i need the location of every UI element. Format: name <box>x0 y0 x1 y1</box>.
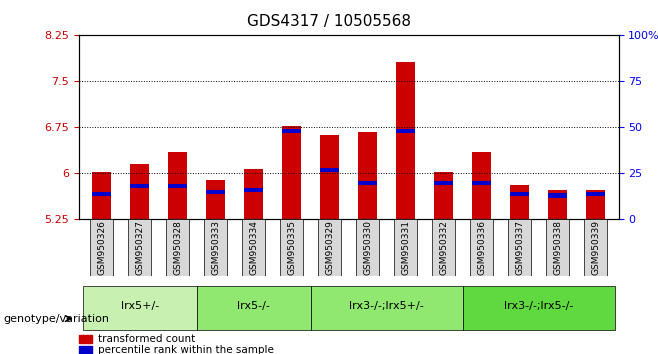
Text: transformed count: transformed count <box>98 334 195 344</box>
Text: GSM950335: GSM950335 <box>288 220 296 275</box>
FancyBboxPatch shape <box>166 219 189 276</box>
Bar <box>434 172 453 219</box>
Bar <box>472 181 492 185</box>
Text: GSM950336: GSM950336 <box>477 220 486 275</box>
Bar <box>130 184 149 188</box>
Bar <box>79 346 92 354</box>
FancyBboxPatch shape <box>83 286 197 330</box>
Bar <box>510 192 529 196</box>
Text: GSM950331: GSM950331 <box>401 220 410 275</box>
Bar <box>320 136 340 219</box>
Text: lrx3-/-;lrx5-/-: lrx3-/-;lrx5-/- <box>504 301 573 310</box>
Bar <box>358 132 377 219</box>
Bar <box>548 190 567 219</box>
FancyBboxPatch shape <box>280 219 303 276</box>
FancyBboxPatch shape <box>90 219 113 276</box>
Text: genotype/variation: genotype/variation <box>3 314 109 324</box>
Text: GSM950334: GSM950334 <box>249 220 258 275</box>
FancyBboxPatch shape <box>318 219 341 276</box>
FancyBboxPatch shape <box>128 219 151 276</box>
Text: lrx5-/-: lrx5-/- <box>238 301 270 310</box>
Bar <box>282 126 301 219</box>
Text: GSM950330: GSM950330 <box>363 220 372 275</box>
Bar <box>510 184 529 219</box>
Bar <box>586 190 605 219</box>
Bar <box>92 192 111 196</box>
Bar <box>244 188 263 192</box>
Text: GSM950338: GSM950338 <box>553 220 562 275</box>
FancyBboxPatch shape <box>205 219 227 276</box>
Bar <box>244 169 263 219</box>
Bar <box>358 181 377 185</box>
Text: GSM950328: GSM950328 <box>173 220 182 275</box>
Bar <box>320 168 340 172</box>
Text: percentile rank within the sample: percentile rank within the sample <box>98 345 274 354</box>
Text: GSM950332: GSM950332 <box>440 220 448 275</box>
Bar <box>282 129 301 133</box>
Text: GSM950329: GSM950329 <box>325 220 334 275</box>
FancyBboxPatch shape <box>357 219 379 276</box>
Bar <box>92 172 111 219</box>
Bar <box>434 181 453 185</box>
FancyBboxPatch shape <box>311 286 463 330</box>
Text: GSM950339: GSM950339 <box>592 220 600 275</box>
FancyBboxPatch shape <box>546 219 569 276</box>
Text: GSM950337: GSM950337 <box>515 220 524 275</box>
Bar <box>396 129 415 133</box>
Text: GSM950326: GSM950326 <box>97 220 106 275</box>
Text: GSM950333: GSM950333 <box>211 220 220 275</box>
Bar <box>168 152 188 219</box>
Bar <box>130 164 149 219</box>
FancyBboxPatch shape <box>470 219 493 276</box>
FancyBboxPatch shape <box>584 219 607 276</box>
Bar <box>168 184 188 188</box>
FancyBboxPatch shape <box>432 219 455 276</box>
FancyBboxPatch shape <box>509 219 531 276</box>
Bar <box>586 192 605 196</box>
Text: lrx3-/-;lrx5+/-: lrx3-/-;lrx5+/- <box>349 301 424 310</box>
Bar <box>548 193 567 198</box>
Text: GSM950327: GSM950327 <box>136 220 144 275</box>
FancyBboxPatch shape <box>463 286 615 330</box>
Bar <box>396 62 415 219</box>
Bar <box>79 335 92 343</box>
FancyBboxPatch shape <box>394 219 417 276</box>
Bar <box>206 179 225 219</box>
Text: lrx5+/-: lrx5+/- <box>120 301 159 310</box>
FancyBboxPatch shape <box>242 219 265 276</box>
Text: GDS4317 / 10505568: GDS4317 / 10505568 <box>247 14 411 29</box>
FancyBboxPatch shape <box>197 286 311 330</box>
Bar <box>472 152 492 219</box>
Bar <box>206 190 225 194</box>
